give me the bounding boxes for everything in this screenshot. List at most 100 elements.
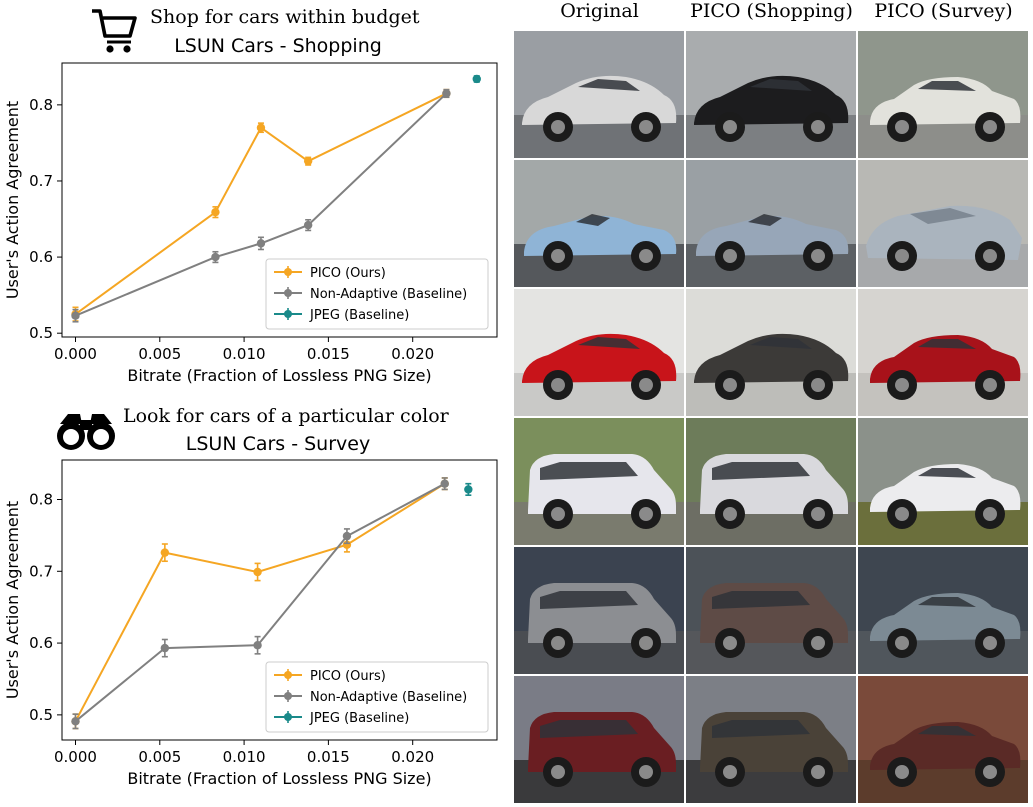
car-image: [858, 31, 1028, 158]
car-hubcap: [811, 636, 825, 650]
car-image: [858, 418, 1028, 545]
y-tick-label: 0.7: [29, 562, 53, 580]
car-hubcap: [811, 378, 825, 392]
car-hubcap: [639, 120, 653, 134]
x-tick-label: 0.020: [391, 748, 434, 766]
legend-label: PICO (Ours): [310, 266, 386, 281]
legend-swatch-marker: [284, 713, 292, 721]
car-image-tile: [514, 418, 684, 545]
car-hubcap: [639, 636, 653, 650]
car-image: [858, 289, 1028, 416]
car-hubcap: [551, 636, 565, 650]
legend-box: [265, 258, 489, 330]
car-image-tile: [514, 160, 684, 287]
car-hubcap: [551, 507, 565, 521]
car-hubcap: [983, 636, 997, 650]
x-tick-label: 0.010: [223, 748, 266, 766]
car-hubcap: [639, 507, 653, 521]
car-body: [870, 593, 1021, 641]
y-tick-label: 0.5: [29, 706, 53, 724]
car-hubcap: [983, 378, 997, 392]
data-point-non-adaptive-baseline: [342, 531, 352, 541]
car-image-tile: [858, 676, 1028, 803]
car-image: [686, 31, 856, 158]
y-axis-label: User's Action Agreement: [3, 501, 22, 699]
data-point-non-adaptive-baseline: [71, 717, 80, 726]
car-windows: [910, 208, 976, 224]
car-image-tile: [514, 676, 684, 803]
data-point-non-adaptive-baseline: [253, 641, 262, 650]
legend-label: Non-Adaptive (Baseline): [310, 287, 467, 302]
car-body: [870, 335, 1021, 383]
panel-2-chart-title: LSUN Cars - Survey: [185, 433, 371, 455]
car-hubcap: [723, 507, 737, 521]
x-tick-label: 0.015: [307, 748, 350, 766]
column-header-pico-shopping: PICO (Shopping): [690, 0, 853, 22]
car-image-tile: [858, 31, 1028, 158]
x-tick-label: 0.005: [138, 748, 181, 766]
car-windows: [540, 462, 638, 480]
car-image: [686, 676, 856, 803]
data-point-jpeg-baseline: [464, 485, 473, 494]
data-point-pico-ours: [303, 156, 313, 166]
car-image: [514, 418, 684, 545]
car-image-tile: [858, 418, 1028, 545]
car-hubcap: [811, 765, 825, 779]
data-point-non-adaptive-baseline: [71, 311, 80, 320]
legend-swatch-marker: [284, 268, 292, 276]
car-windows: [712, 591, 810, 609]
car-image: [514, 547, 684, 674]
car-hubcap: [983, 249, 997, 263]
y-tick-label: 0.8: [29, 490, 53, 508]
car-hubcap: [895, 120, 909, 134]
car-hubcap: [723, 120, 737, 134]
car-image-tile: [514, 547, 684, 674]
car-image: [514, 289, 684, 416]
data-point-pico-ours: [160, 548, 170, 557]
car-hubcap: [551, 765, 565, 779]
data-point-jpeg-baseline: [472, 74, 481, 84]
car-hubcap: [811, 249, 825, 263]
car-image: [858, 547, 1028, 674]
car-windows: [750, 79, 812, 91]
x-axis-label: Bitrate (Fraction of Lossless PNG Size): [127, 366, 431, 385]
y-axis-label: User's Action Agreement: [3, 101, 22, 299]
car-hubcap: [723, 378, 737, 392]
car-image-tile: [686, 547, 856, 674]
car-hubcap: [723, 636, 737, 650]
data-point-non-adaptive-baseline: [303, 220, 313, 230]
legend-swatch-marker: [284, 671, 292, 679]
car-hubcap: [983, 765, 997, 779]
car-image-tile: [686, 289, 856, 416]
car-image-tile: [686, 418, 856, 545]
car-windows: [578, 79, 640, 91]
car-image: [686, 418, 856, 545]
panel-1-task-caption: Shop for cars within budget: [150, 6, 420, 28]
column-header-pico-survey: PICO (Survey): [874, 0, 1013, 22]
car-hubcap: [895, 378, 909, 392]
car-image-tile: [858, 160, 1028, 287]
car-image: [514, 31, 684, 158]
car-windows: [918, 726, 976, 736]
car-body: [870, 464, 1021, 512]
column-header-original: Original: [560, 0, 639, 22]
car-image: [686, 547, 856, 674]
panel-2-chart: 0.000 0.005 0.010 0.015 0.020 0.5 0.6 0.7 0.8 Bit…: [3, 459, 498, 788]
car-body: [870, 77, 1021, 125]
x-tick-label: 0.000: [54, 345, 97, 363]
y-tick-label: 0.5: [29, 324, 53, 342]
legend-label: JPEG (Baseline): [309, 711, 409, 726]
x-tick-label: 0.005: [138, 345, 181, 363]
car-windows: [918, 468, 976, 478]
data-point-pico-ours: [253, 567, 262, 577]
legend-box: [265, 661, 489, 733]
y-tick-label: 0.7: [29, 172, 53, 190]
legend-swatch-marker: [284, 692, 292, 700]
car-hubcap: [811, 120, 825, 134]
car-body: [870, 722, 1021, 770]
legend-label: Non-Adaptive (Baseline): [310, 690, 467, 705]
data-point-pico-ours: [211, 207, 220, 217]
car-hubcap: [723, 765, 737, 779]
car-hubcap: [551, 249, 565, 263]
car-windows: [712, 720, 810, 738]
